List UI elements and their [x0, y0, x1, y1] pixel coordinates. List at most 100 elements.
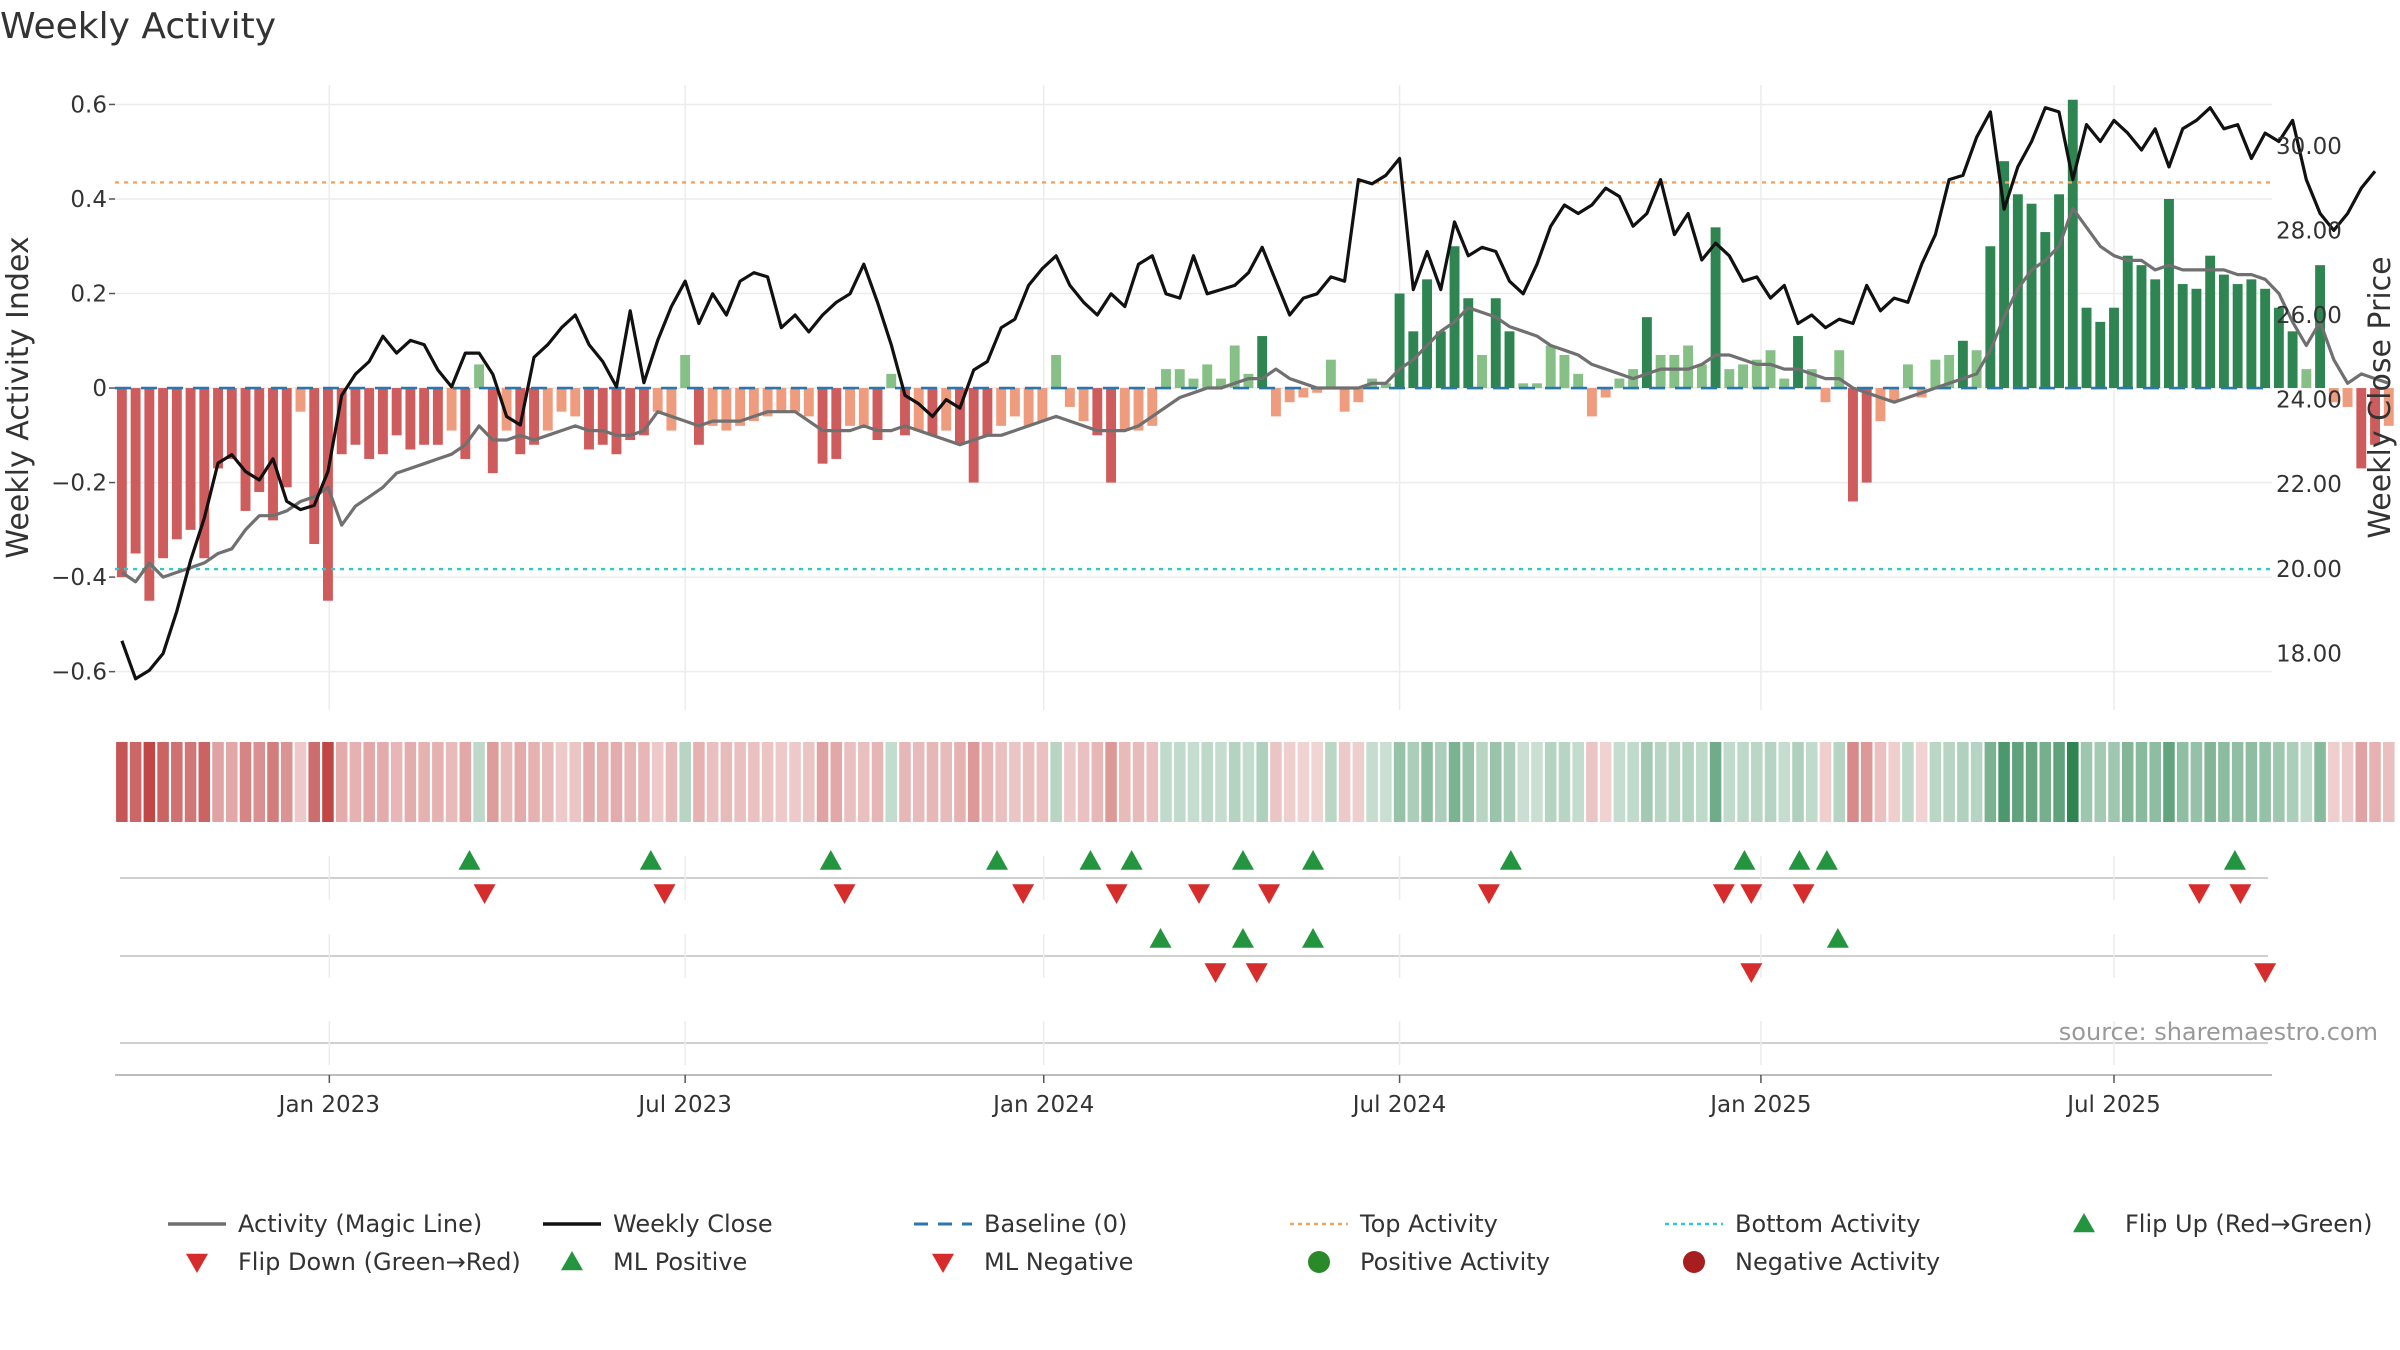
heat-cell: [2067, 742, 2079, 822]
activity-bar: [1820, 388, 1831, 403]
activity-bars: [116, 99, 2394, 601]
activity-bar: [323, 388, 333, 601]
activity-bar: [1463, 298, 1474, 389]
activity-bar: [570, 388, 581, 417]
activity-bar: [1490, 298, 1501, 389]
activity-bar: [666, 388, 677, 431]
activity-bar: [927, 388, 938, 436]
activity-bar: [1545, 345, 1556, 389]
activity-bar: [2328, 388, 2339, 403]
heat-cell: [748, 742, 760, 822]
flip-down-marker: [2188, 884, 2211, 904]
heat-cell: [363, 742, 375, 822]
heat-cell: [926, 742, 939, 822]
activity-bar: [1765, 350, 1776, 389]
activity-bar: [1614, 378, 1625, 389]
activity-bar: [1889, 388, 1900, 403]
heat-cell: [253, 742, 266, 822]
heat-cell: [2012, 742, 2024, 822]
activity-bar: [1683, 345, 1694, 389]
heat-cell: [2273, 742, 2285, 822]
heat-cell: [1270, 742, 1282, 822]
x-tick-label: Jan 2023: [277, 1092, 380, 1118]
heat-cell: [761, 742, 774, 822]
activity-bar: [529, 388, 539, 445]
heat-cell: [1764, 742, 1777, 822]
heat-cell: [1077, 742, 1090, 822]
weekly-close-series: [120, 106, 2377, 681]
legend-item: Negative Activity: [1683, 1248, 1940, 1276]
heat-cell: [2218, 742, 2230, 822]
heat-cell: [1682, 742, 1694, 822]
heat-cell: [1531, 742, 1543, 822]
activity-bar: [900, 388, 910, 436]
activity-bar: [405, 388, 416, 450]
legend-item: Activity (Magic Line): [168, 1210, 482, 1238]
activity-bar: [116, 388, 127, 578]
legend-item: Positive Activity: [1308, 1248, 1550, 1276]
heat-cell: [2190, 742, 2203, 822]
activity-bar: [2136, 265, 2147, 389]
activity-bar: [845, 388, 855, 426]
heat-cell: [1338, 742, 1351, 822]
y-tick-label: 0.4: [70, 187, 107, 213]
activity-bar: [2356, 388, 2367, 469]
activity-bar: [735, 388, 746, 426]
heat-cell: [335, 742, 348, 822]
heat-cell: [569, 742, 582, 822]
legend-swatch: [1308, 1251, 1330, 1273]
grid: [115, 85, 2272, 710]
activity-bar: [1422, 279, 1433, 389]
source-label: source: sharemaestro.com: [2059, 1018, 2378, 1046]
activity-bar: [1339, 388, 1350, 412]
heat-cell: [1256, 742, 1268, 822]
heat-cell: [2314, 742, 2326, 822]
activity-bar: [1710, 227, 1721, 389]
activity-bar: [2177, 284, 2188, 389]
activity-bar: [556, 388, 567, 412]
y2-axis-label: Weekly Close Price: [2363, 256, 2398, 538]
heat-cell: [789, 742, 801, 822]
flip-up-marker: [1733, 850, 1756, 870]
heat-cell: [212, 742, 224, 822]
y-tick-label: 0.6: [70, 92, 107, 118]
heat-cell: [1819, 742, 1832, 822]
heat-cell: [1064, 742, 1076, 822]
activity-bar: [2122, 255, 2133, 389]
activity-bar: [213, 388, 223, 469]
heat-cell: [1187, 742, 1200, 822]
ml-positive-marker: [1231, 928, 1254, 948]
heat-cell: [1503, 742, 1516, 822]
heat-cell: [198, 742, 211, 822]
y2-tick-label: 24.00: [2276, 388, 2342, 414]
activity-bar: [377, 388, 388, 455]
activity-bar: [1064, 388, 1075, 407]
activity-bar: [954, 388, 965, 445]
activity-bar: [721, 388, 732, 431]
heat-cell: [404, 742, 417, 822]
magic-line-series: [120, 206, 2390, 584]
activity-bar: [1696, 364, 1707, 389]
activity-bar: [1559, 354, 1570, 389]
activity-bar: [2273, 307, 2284, 389]
activity-bar: [872, 388, 883, 441]
heat-cell: [555, 742, 568, 822]
heat-cell: [1627, 742, 1639, 822]
heat-cell: [171, 742, 183, 822]
heat-cell: [1462, 742, 1475, 822]
heat-cell: [1297, 742, 1310, 822]
heat-cell: [487, 742, 499, 822]
activity-bar: [1380, 383, 1391, 389]
activity-bar: [1119, 388, 1130, 431]
activity-bar: [1600, 388, 1611, 398]
legend-label: Top Activity: [1359, 1210, 1498, 1238]
heat-cell: [2259, 742, 2271, 822]
reference-lines: [115, 181, 2272, 571]
activity-bar: [144, 388, 155, 601]
y2-tick-label: 30.00: [2276, 134, 2342, 160]
flip-down-marker: [473, 884, 496, 904]
heat-cell: [294, 742, 307, 822]
activity-bar: [1394, 293, 1405, 389]
signal-markers: [120, 850, 2277, 1065]
heat-cell: [184, 742, 197, 822]
